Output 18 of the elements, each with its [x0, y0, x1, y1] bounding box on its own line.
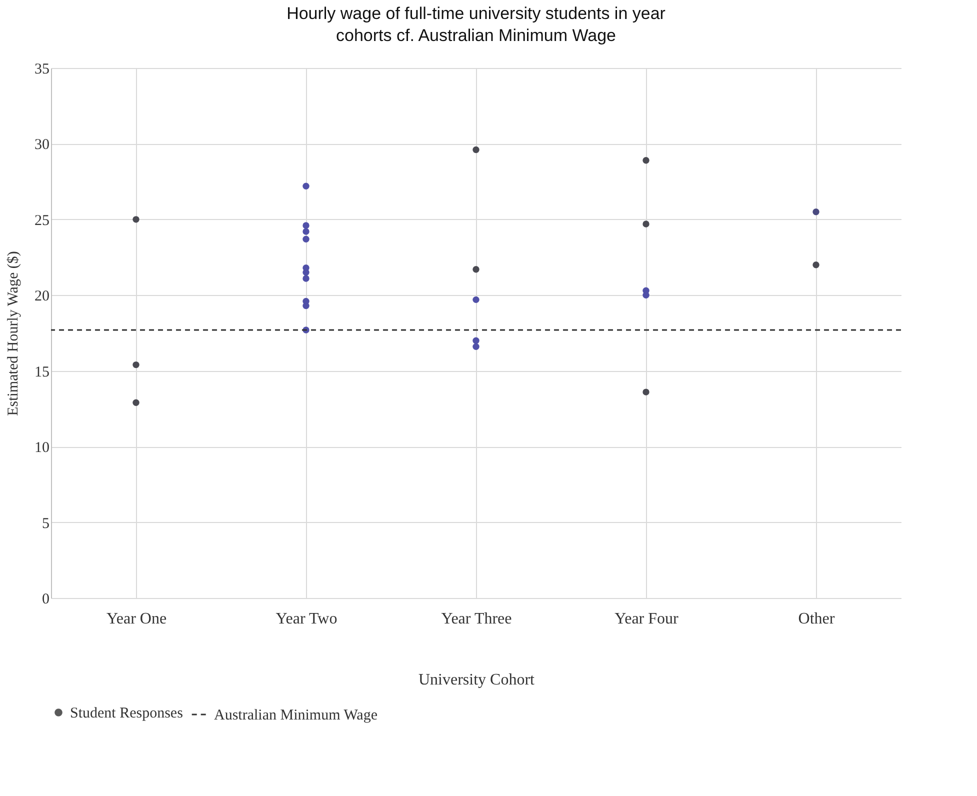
y-tick-label: 15 — [34, 364, 50, 380]
legend-label: Student Responses — [70, 706, 184, 722]
x-tick-label: Year Two — [276, 610, 338, 628]
y-tick-label: 30 — [34, 137, 50, 154]
y-axis-title: Estimated Hourly Wage ($) — [6, 251, 22, 416]
y-tick-label: 25 — [34, 212, 50, 229]
y-tick-label: 35 — [34, 62, 50, 78]
y-tick-label: 10 — [34, 440, 50, 456]
legend-label: Australian Minimum Wage — [214, 708, 378, 724]
x-tick-label: Year One — [106, 610, 167, 628]
x-tick-label: Other — [798, 610, 836, 628]
y-tick-label: 5 — [42, 516, 50, 532]
x-axis-title: University Cohort — [418, 672, 536, 688]
y-tick-label: 20 — [34, 288, 50, 305]
x-tick-label: Year Four — [614, 610, 680, 628]
chart-title: Hourly wage of full-time university students in year cohorts cf. Australian Minimum Wage — [286, 4, 666, 45]
x-tick-label: Year Three — [441, 610, 512, 628]
y-tick-label: 0 — [42, 592, 50, 608]
